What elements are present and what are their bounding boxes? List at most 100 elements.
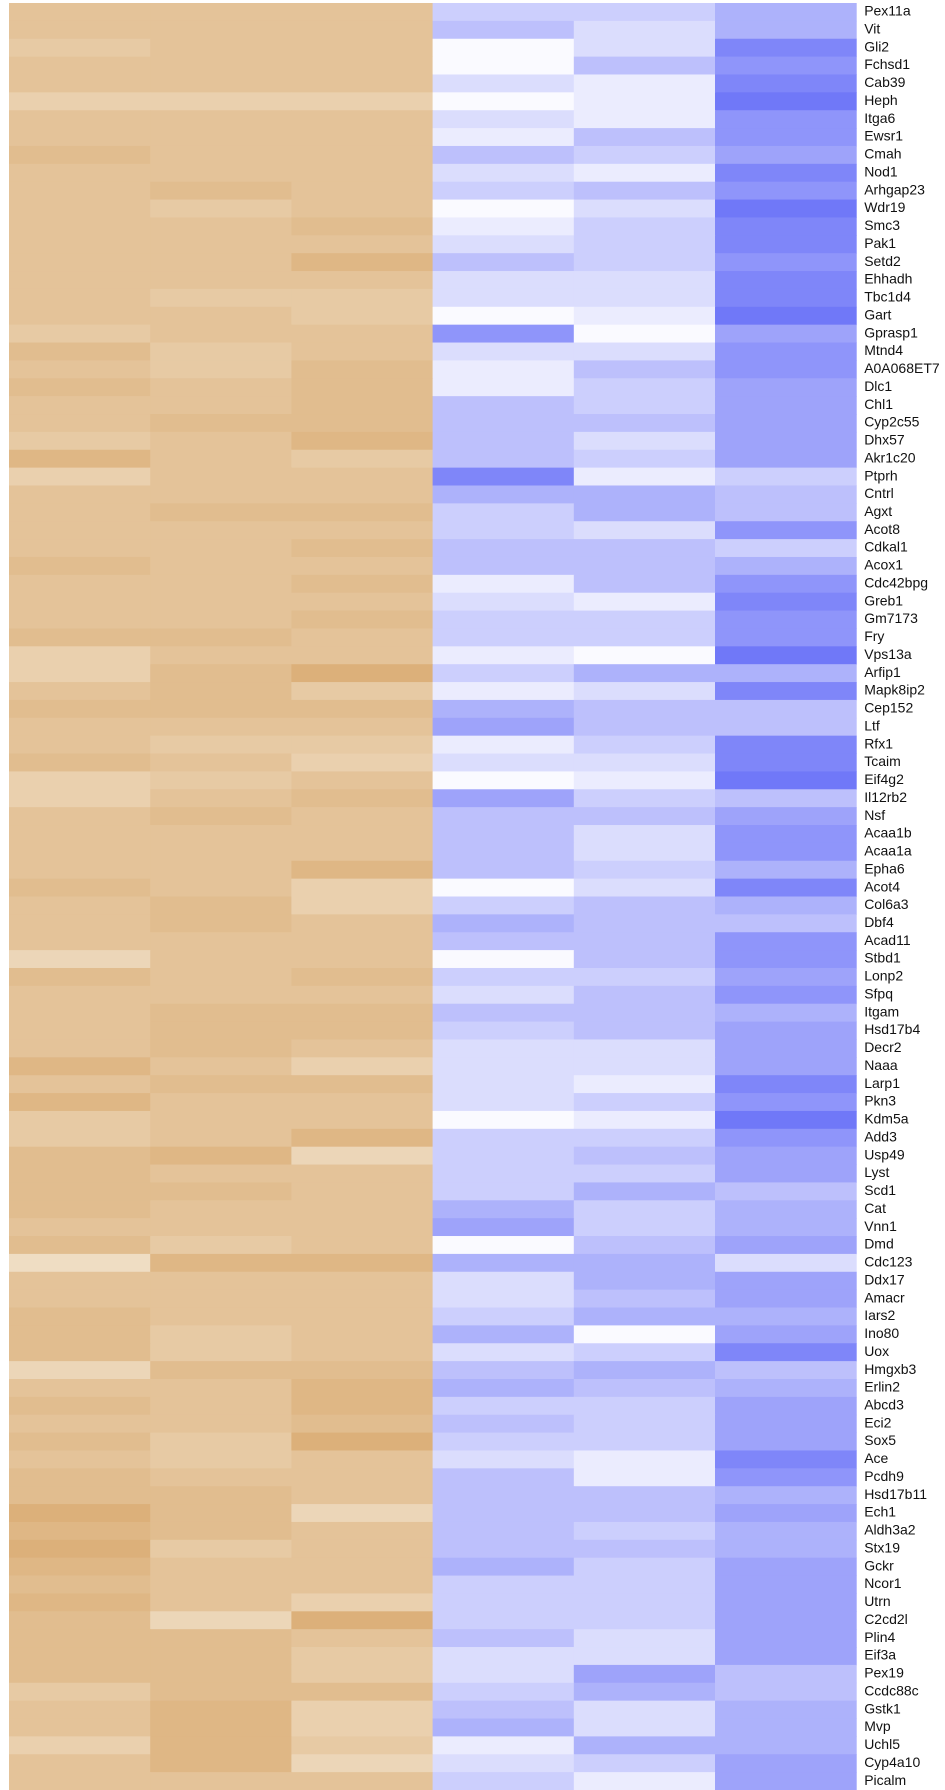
heatmap-cell bbox=[9, 92, 151, 111]
heatmap-cell bbox=[9, 682, 151, 701]
heatmap-cell bbox=[291, 682, 434, 701]
heatmap-cell bbox=[432, 860, 575, 880]
heatmap-cell bbox=[9, 985, 151, 1005]
heatmap-cell bbox=[291, 592, 434, 612]
heatmap-cell bbox=[150, 1432, 292, 1451]
heatmap-cell bbox=[573, 1539, 716, 1559]
heatmap-cell bbox=[291, 985, 434, 1005]
heatmap-cell bbox=[715, 1057, 857, 1076]
heatmap-cell bbox=[291, 217, 434, 236]
heatmap-cell bbox=[291, 1039, 434, 1058]
heatmap-cell bbox=[573, 1486, 716, 1505]
heatmap-cell bbox=[715, 1021, 857, 1040]
heatmap-cell bbox=[291, 74, 434, 93]
heatmap-cell bbox=[291, 1593, 434, 1612]
heatmap-cell bbox=[9, 1200, 151, 1219]
row-label: Abcd3 bbox=[864, 1396, 904, 1412]
heatmap-cell bbox=[715, 485, 857, 504]
heatmap-cell bbox=[9, 1468, 151, 1487]
heatmap-cell bbox=[573, 1611, 716, 1630]
heatmap-cell bbox=[9, 217, 151, 236]
row-label: Pcdh9 bbox=[864, 1468, 904, 1484]
heatmap-cell bbox=[291, 414, 434, 433]
heatmap-cell bbox=[715, 1236, 857, 1255]
heatmap-cell bbox=[715, 1521, 857, 1541]
heatmap-cell bbox=[432, 1664, 575, 1684]
heatmap-cell bbox=[573, 271, 716, 290]
row-label: Acaa1a bbox=[864, 843, 912, 859]
heatmap-cell bbox=[573, 396, 716, 415]
heatmap-cell bbox=[9, 20, 151, 40]
row-label: Mtnd4 bbox=[864, 342, 903, 358]
heatmap-cell bbox=[573, 1021, 716, 1040]
row-label: Itga6 bbox=[864, 110, 895, 126]
heatmap-cell bbox=[150, 825, 292, 844]
heatmap-cell bbox=[9, 1700, 151, 1720]
heatmap-cell bbox=[432, 1575, 575, 1594]
heatmap-cell bbox=[573, 20, 716, 40]
heatmap-cell bbox=[150, 1754, 292, 1773]
heatmap-cell bbox=[573, 1146, 716, 1166]
heatmap-cell bbox=[9, 628, 151, 647]
heatmap-cell bbox=[150, 1396, 292, 1416]
heatmap-cell bbox=[715, 396, 857, 415]
heatmap-cell bbox=[9, 1414, 151, 1434]
heatmap-cell bbox=[573, 38, 716, 58]
heatmap-cell bbox=[715, 1504, 857, 1523]
row-label: Acot8 bbox=[864, 521, 900, 537]
heatmap-cell bbox=[9, 449, 151, 469]
row-label: Acox1 bbox=[864, 557, 903, 573]
heatmap-cell bbox=[432, 1021, 575, 1040]
heatmap-cell bbox=[291, 1504, 434, 1523]
heatmap-cell bbox=[715, 664, 857, 683]
row-label: Fchsd1 bbox=[864, 56, 910, 72]
heatmap-cell bbox=[715, 1754, 857, 1773]
heatmap-cell bbox=[150, 1718, 292, 1737]
heatmap-cell bbox=[715, 1110, 857, 1130]
heatmap-cell bbox=[291, 181, 434, 201]
heatmap-cell bbox=[150, 128, 292, 147]
heatmap-cell bbox=[432, 1486, 575, 1505]
heatmap-cell bbox=[291, 20, 434, 40]
row-label: Nod1 bbox=[864, 163, 898, 179]
heatmap-cell bbox=[573, 1504, 716, 1523]
heatmap-cell bbox=[715, 1396, 857, 1416]
heatmap-cell bbox=[150, 1450, 292, 1469]
heatmap-cell bbox=[9, 56, 151, 75]
row-label: Wdr19 bbox=[864, 199, 905, 215]
heatmap-cell bbox=[9, 610, 151, 629]
heatmap-cell bbox=[150, 1468, 292, 1487]
heatmap-cell bbox=[9, 842, 151, 862]
heatmap-cell bbox=[573, 342, 716, 361]
heatmap-cell bbox=[291, 1539, 434, 1559]
heatmap-cell bbox=[9, 521, 151, 540]
heatmap-cell bbox=[573, 807, 716, 826]
heatmap-cell bbox=[291, 145, 434, 165]
heatmap-cell bbox=[150, 396, 292, 415]
heatmap-cell bbox=[9, 1057, 151, 1076]
row-label: Tbc1d4 bbox=[864, 289, 911, 305]
heatmap-cell bbox=[291, 717, 434, 737]
heatmap-cell bbox=[432, 825, 575, 844]
heatmap-cell bbox=[573, 1557, 716, 1577]
row-label: Cdkal1 bbox=[864, 539, 908, 555]
heatmap-cell bbox=[150, 556, 292, 576]
heatmap-cell bbox=[291, 825, 434, 844]
heatmap-cell bbox=[150, 1378, 292, 1398]
row-label: Cab39 bbox=[864, 74, 905, 90]
heatmap-cell bbox=[573, 1468, 716, 1487]
heatmap-cell bbox=[573, 145, 716, 165]
heatmap-cell bbox=[9, 1039, 151, 1058]
heatmap-cell bbox=[432, 1343, 575, 1362]
heatmap-cell bbox=[573, 110, 716, 129]
heatmap-cell bbox=[9, 163, 151, 183]
row-label: Heph bbox=[864, 92, 897, 108]
heatmap-cell bbox=[291, 932, 434, 951]
row-label: Eif4g2 bbox=[864, 771, 904, 787]
heatmap-cell bbox=[9, 1664, 151, 1684]
row-label: Ace bbox=[864, 1450, 888, 1466]
heatmap-cell bbox=[150, 271, 292, 290]
heatmap-cell bbox=[573, 646, 716, 665]
heatmap-cell bbox=[291, 521, 434, 540]
